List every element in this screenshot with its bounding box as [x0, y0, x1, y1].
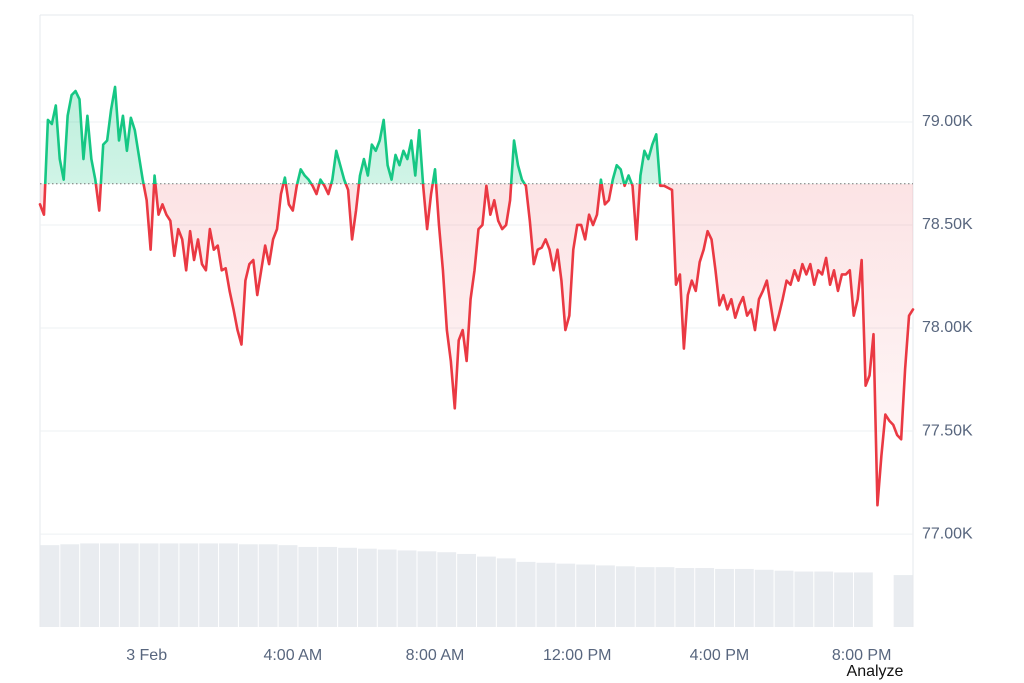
volume-bar	[298, 546, 318, 627]
volume-bar	[734, 568, 754, 627]
volume-bar	[576, 564, 596, 627]
volume-bar	[199, 543, 219, 627]
y-tick-label: 77.50K	[922, 422, 973, 439]
volume-bar	[536, 562, 556, 627]
volume-bar	[457, 553, 476, 627]
volume-bar	[774, 570, 794, 627]
volume-bar	[437, 552, 457, 627]
volume-bar	[219, 543, 238, 627]
volume-bar	[814, 571, 834, 627]
x-tick-label: 8:00 PM	[832, 647, 892, 664]
volume-bar	[853, 572, 873, 627]
volume-bar	[516, 561, 536, 627]
volume-bar	[635, 567, 655, 627]
volume-bar	[139, 543, 159, 627]
volume-bar	[318, 546, 338, 627]
volume-bar	[357, 548, 377, 627]
x-tick-label: 4:00 PM	[690, 647, 750, 664]
volume-bar	[119, 543, 139, 627]
volume-bar	[377, 549, 397, 627]
volume-bar	[60, 544, 80, 627]
x-tick-label: 4:00 AM	[263, 647, 322, 664]
volume-bar	[556, 563, 576, 627]
volume-bar	[496, 558, 516, 627]
volume-bar	[893, 575, 913, 627]
volume-bar	[179, 543, 199, 627]
volume-bar	[596, 565, 615, 627]
volume-bar	[278, 545, 298, 627]
volume-bar	[397, 550, 417, 627]
price-area	[40, 86, 913, 506]
volume-bar	[794, 571, 814, 627]
y-tick-label: 78.00K	[922, 319, 973, 336]
volume-bar	[834, 572, 853, 627]
volume-bar	[258, 544, 278, 627]
volume-bar	[477, 556, 496, 627]
x-tick-label: 12:00 PM	[543, 647, 611, 664]
volume-bar	[655, 567, 675, 627]
volume-bar	[615, 566, 635, 627]
volume-bar	[417, 551, 437, 627]
volume-bar	[675, 568, 695, 627]
volume-bar	[80, 543, 100, 627]
y-tick-label: 77.00K	[922, 525, 973, 542]
x-tick-label: 3 Feb	[126, 647, 167, 664]
volume-bar	[338, 547, 357, 627]
analyze-button[interactable]: Analyze	[847, 663, 904, 680]
volume-bar	[695, 568, 715, 627]
volume-bar	[40, 545, 60, 627]
volume-bar	[100, 543, 119, 627]
price-line	[38, 85, 915, 507]
volume-bar	[159, 543, 179, 627]
volume-bar	[754, 569, 774, 627]
volume-bar	[238, 544, 258, 627]
x-tick-label: 8:00 AM	[406, 647, 465, 664]
volume-bar	[715, 568, 734, 627]
y-tick-label: 79.00K	[922, 113, 973, 130]
y-tick-label: 78.50K	[922, 216, 973, 233]
